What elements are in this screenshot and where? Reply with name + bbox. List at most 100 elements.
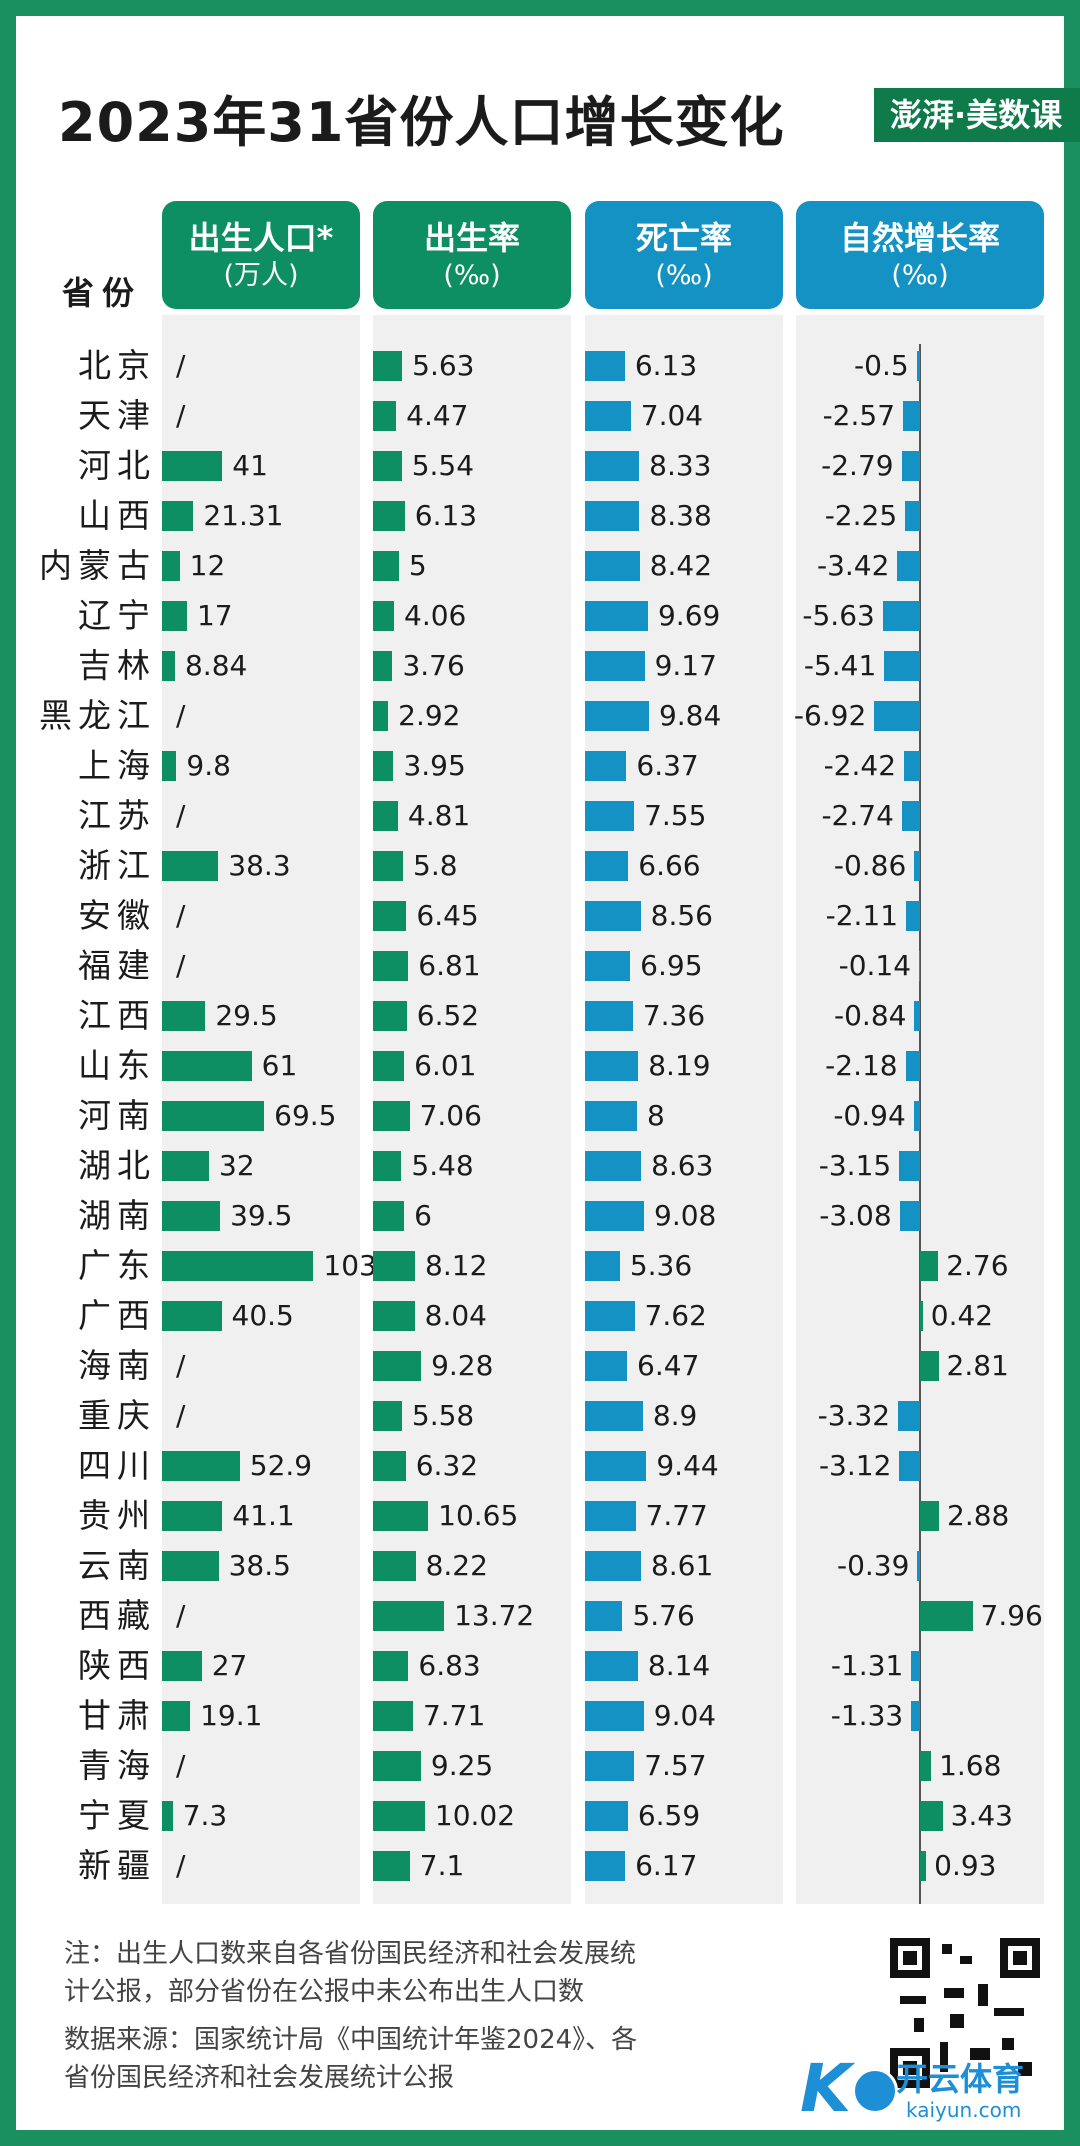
province-label: 广东 [78, 1246, 156, 1285]
births-value: 9.8 [186, 749, 231, 782]
province-label: 甘肃 [78, 1696, 156, 1735]
province-label: 福建 [78, 946, 156, 985]
growth-rate-value: 0.93 [934, 1849, 997, 1882]
birth-rate-value: 8.04 [424, 1299, 487, 1332]
births-bar [162, 851, 219, 881]
growth-rate-bar [911, 1701, 920, 1731]
death-rate-bar [585, 1301, 635, 1331]
death-rate-bar [585, 1201, 645, 1231]
province-label: 江西 [78, 996, 156, 1035]
birth-rate-bar [373, 1451, 406, 1481]
death-rate-value: 8.19 [648, 1049, 711, 1082]
growth-rate-bar [914, 1001, 920, 1031]
growth-rate-value: -3.32 [817, 1399, 891, 1432]
births-bar [162, 1701, 191, 1731]
births-value: 32 [219, 1149, 255, 1182]
growth-rate-bar [920, 1351, 939, 1381]
growth-rate-value: -0.14 [838, 949, 912, 982]
death-rate-value: 8.56 [650, 899, 713, 932]
death-rate-bar [585, 901, 641, 931]
birth-rate-bar [373, 1551, 416, 1581]
birth-rate-bar [373, 701, 389, 731]
birth-rate-bar [373, 1501, 429, 1531]
death-rate-bar [585, 1101, 637, 1131]
birth-rate-value: 4.06 [404, 599, 467, 632]
births-bar [162, 1501, 223, 1531]
birth-rate-value: 9.28 [431, 1349, 494, 1382]
province-label: 西藏 [78, 1596, 156, 1635]
death-rate-value: 7.04 [640, 399, 704, 432]
watermark-domain: kaiyun.com [906, 2098, 1022, 2122]
growth-rate-bar [913, 1101, 920, 1131]
soccer-ball-icon [852, 2068, 898, 2114]
brand-logo: 澎湃·美数课 [874, 88, 1080, 142]
birth-rate-value: 2.92 [398, 699, 461, 732]
death-rate-value: 6.37 [636, 749, 699, 782]
births-missing-label: / [176, 1749, 186, 1782]
birth-rate-bar [373, 1151, 402, 1181]
death-rate-value: 6.13 [634, 349, 698, 382]
birth-rate-value: 3.76 [402, 649, 465, 682]
growth-rate-value: -0.84 [834, 999, 907, 1032]
births-missing-label: / [176, 1849, 186, 1882]
province-label: 黑龙江 [39, 696, 156, 735]
province-header: 省份 [62, 274, 143, 312]
death-rate-value: 7.36 [642, 999, 706, 1032]
death-rate-bar [585, 701, 649, 731]
birth-rate-value: 5 [408, 549, 427, 582]
birth-rate-bar [373, 501, 405, 531]
births-bar [162, 1151, 210, 1181]
death-rate-value: 8.61 [650, 1549, 714, 1582]
growth-rate-value: -2.42 [823, 749, 897, 782]
death-rate-value: 5.36 [629, 1249, 693, 1282]
birth-rate-value: 8.12 [425, 1249, 488, 1282]
footnote-line: 注：出生人口数来自各省份国民经济和社会发展统 [64, 1939, 637, 1969]
births-value: 8.84 [184, 649, 248, 682]
growth-rate-value: -3.12 [818, 1449, 892, 1482]
page-title: 2023年31省份人口增长变化 [58, 91, 785, 154]
province-label: 四川 [78, 1446, 156, 1485]
birth-rate-value: 7.71 [422, 1699, 486, 1732]
province-label: 广西 [78, 1296, 156, 1335]
province-label: 辽宁 [78, 596, 156, 635]
growth-rate-bar [897, 551, 920, 581]
province-label: 湖南 [78, 1196, 156, 1235]
death-rate-bar [585, 1051, 639, 1081]
births-value: 12 [189, 549, 226, 582]
birth-rate-value: 5.54 [411, 449, 475, 482]
growth-rate-value: -5.63 [802, 599, 875, 632]
birth-rate-value: 6.52 [416, 999, 480, 1032]
growth-rate-bar [899, 1151, 920, 1181]
births-missing-label: / [176, 399, 186, 432]
births-value: 69.5 [274, 1099, 337, 1132]
province-label: 云南 [78, 1546, 156, 1585]
births-missing-label: / [176, 899, 186, 932]
births-bar [162, 601, 187, 631]
growth-rate-bar [874, 701, 920, 731]
births-value: 41 [232, 449, 268, 482]
growth-zero-axis [919, 344, 921, 1904]
births-missing-label: / [176, 1599, 186, 1632]
growth-rate-bar [920, 1851, 927, 1881]
column-header-growth-rate: 自然增长率 (‰) [796, 201, 1044, 309]
death-rate-value: 9.04 [653, 1699, 717, 1732]
column-unit: (‰) [891, 260, 949, 291]
death-rate-value: 7.62 [644, 1299, 707, 1332]
birth-rate-bar [373, 1201, 405, 1231]
birth-rate-bar [373, 801, 398, 831]
death-rate-value: 8.9 [652, 1399, 698, 1432]
birth-rate-value: 6 [414, 1199, 432, 1232]
column-title: 自然增长率 [839, 219, 1000, 257]
births-value: 40.5 [231, 1299, 294, 1332]
birth-rate-bar [373, 1801, 425, 1831]
province-label: 上海 [78, 746, 156, 785]
source-line: 省份国民经济和社会发展统计公报 [64, 2063, 455, 2093]
birth-rate-value: 4.81 [407, 799, 471, 832]
qr-code[interactable] [890, 1938, 1040, 2088]
birth-rate-value: 6.13 [414, 499, 478, 532]
watermark-text: 开云体育 [896, 2060, 1025, 2098]
births-value: 103 [323, 1249, 377, 1282]
births-bar [162, 1651, 202, 1681]
growth-rate-value: -2.11 [825, 899, 899, 932]
death-rate-bar [585, 1151, 642, 1181]
